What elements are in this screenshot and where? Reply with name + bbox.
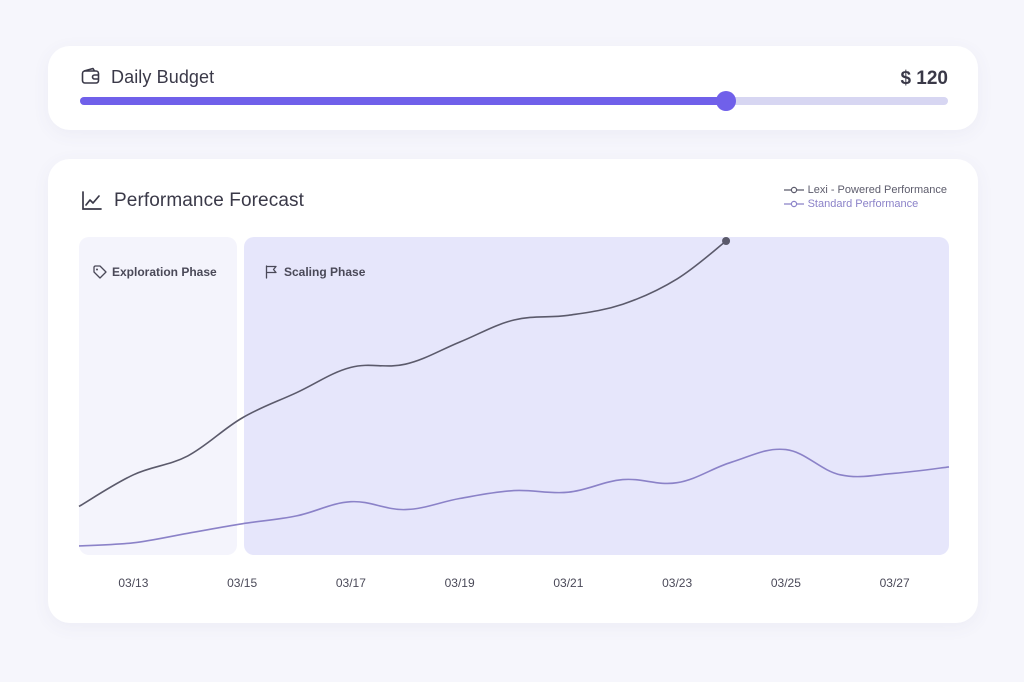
exploration-phase-region: [79, 237, 237, 555]
budget-value: $ 120: [900, 68, 948, 89]
scaling-phase-region: [244, 237, 949, 555]
x-tick-label: 03/23: [662, 576, 692, 590]
standard-performance-line: [78, 448, 950, 547]
flag-icon: [265, 265, 277, 279]
chart-legend: Lexi - Powered Performance Standard Perf…: [783, 183, 947, 211]
budget-slider[interactable]: [80, 91, 948, 111]
daily-budget-title: Daily Budget: [111, 67, 215, 87]
x-axis-ticks: 03/13 03/15 03/17 03/19 03/21 03/23 03/25 03/27: [118, 576, 910, 590]
lexi-series-end-marker: [722, 237, 731, 245]
performance-forecast-title: Performance Forecast: [114, 190, 304, 211]
performance-forecast-card: Performance Forecast Lexi - Powered Perf…: [48, 159, 978, 623]
legend-line-marker-icon: [783, 200, 804, 208]
x-tick-label: 03/27: [880, 576, 910, 590]
legend-line-marker-icon: [783, 186, 804, 194]
budget-slider-fill: [80, 97, 726, 105]
legend-item-lexi[interactable]: Lexi - Powered Performance: [783, 183, 947, 197]
tag-icon: [93, 265, 107, 279]
x-tick-label: 03/19: [445, 576, 475, 590]
x-tick-label: 03/15: [227, 576, 257, 590]
x-tick-label: 03/25: [771, 576, 801, 590]
performance-chart: Exploration Phase Scaling Phase 03/13 03/…: [78, 237, 950, 590]
legend-label: Lexi - Powered Performance: [807, 184, 947, 196]
x-tick-label: 03/13: [118, 576, 148, 590]
lexi-performance-line: [78, 240, 727, 508]
legend-label: Standard Performance: [807, 198, 919, 210]
legend-item-standard[interactable]: Standard Performance: [783, 197, 947, 211]
x-tick-label: 03/21: [553, 576, 583, 590]
daily-budget-card: Daily Budget $ 120: [48, 46, 978, 130]
exploration-phase-label: Exploration Phase: [112, 265, 217, 279]
x-tick-label: 03/17: [336, 576, 366, 590]
line-chart-icon: [82, 191, 102, 210]
wallet-icon: [81, 67, 100, 84]
budget-slider-thumb[interactable]: [715, 91, 736, 111]
scaling-phase-label: Scaling Phase: [284, 265, 366, 279]
